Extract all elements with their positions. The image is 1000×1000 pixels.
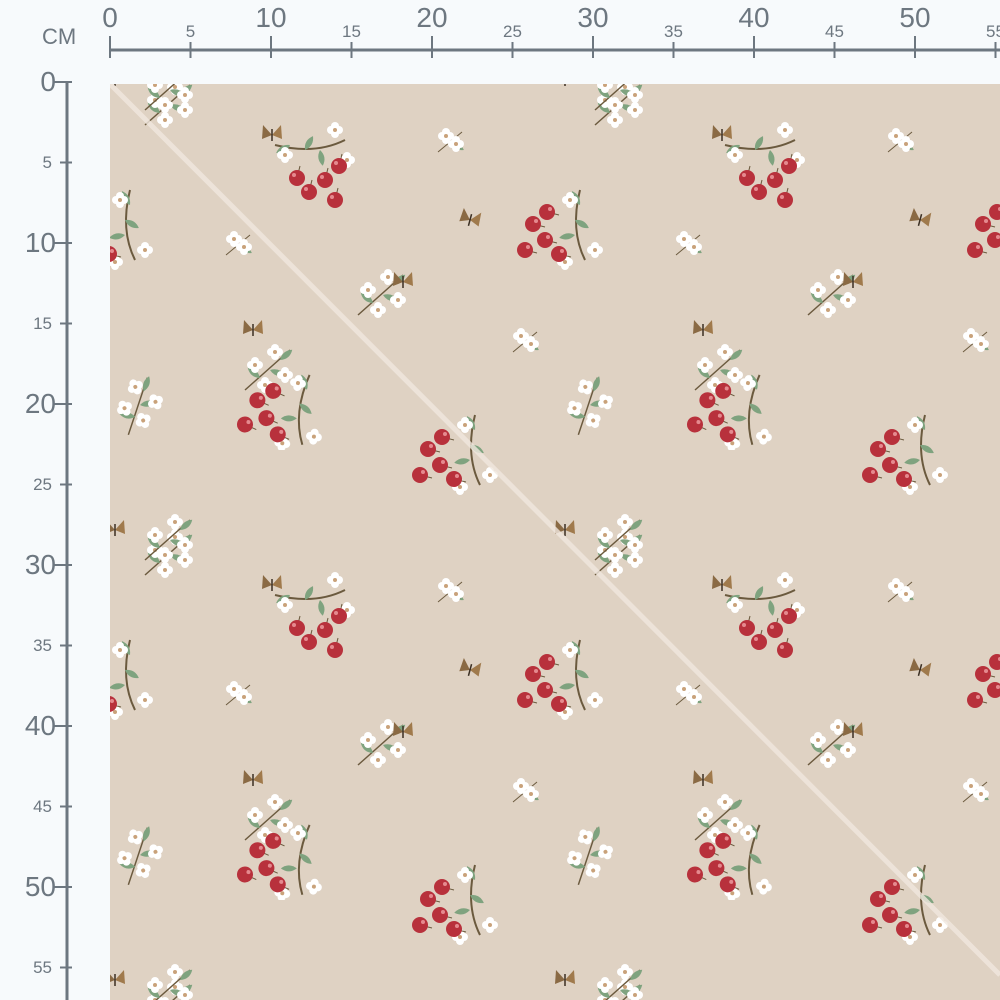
- left-ruler-label: 55: [33, 957, 52, 977]
- top-ruler-label: 40: [738, 2, 770, 33]
- left-ruler-label: 0: [40, 66, 56, 97]
- top-ruler-label: 50: [899, 2, 931, 33]
- top-ruler-label: 20: [416, 2, 448, 33]
- fold-crease: [110, 84, 1000, 977]
- left-ruler-label: 10: [24, 227, 56, 258]
- left-ruler-label: 20: [24, 388, 56, 419]
- top-ruler-label: 0: [102, 2, 118, 33]
- top-ruler-label: 55: [986, 22, 1000, 41]
- left-ruler-label: 35: [33, 635, 52, 655]
- top-ruler-label: 15: [342, 22, 361, 41]
- ruler-unit-label: CM: [42, 24, 77, 49]
- left-ruler-label: 30: [24, 549, 56, 580]
- top-ruler-label: 10: [255, 2, 287, 33]
- left-ruler-label: 45: [33, 796, 52, 816]
- top-ruler-label: 5: [185, 22, 196, 41]
- top-ruler-label: 35: [664, 22, 683, 41]
- left-ruler-label: 25: [33, 474, 52, 494]
- top-ruler-label: 30: [577, 2, 609, 33]
- left-ruler-label: 40: [24, 710, 56, 741]
- fabric-swatch: [110, 84, 1000, 1000]
- left-ruler-label: 5: [42, 152, 52, 172]
- left-ruler-label: 50: [24, 871, 56, 902]
- top-ruler-label: 45: [825, 22, 844, 41]
- left-ruler-label: 15: [33, 313, 52, 333]
- top-ruler-label: 25: [503, 22, 522, 41]
- fabric-pattern: [110, 84, 1000, 1000]
